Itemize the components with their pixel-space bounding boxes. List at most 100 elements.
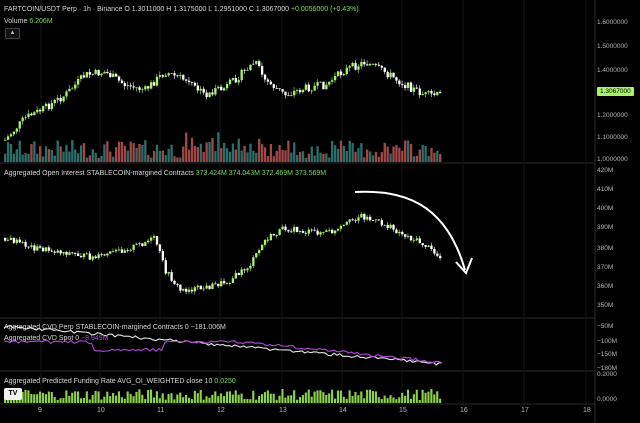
price-candle [190,82,194,83]
price-candle [404,85,407,89]
funding-bar [164,399,167,403]
volume-bar [313,155,316,162]
funding-bar [39,391,42,403]
volume-bar [333,145,337,162]
funding-bar [214,391,217,403]
price-candle [383,67,386,72]
price-candle [439,91,442,94]
funding-bar [412,394,415,403]
cvd-axis-label: −180M [597,365,618,372]
volume-bar [223,142,226,162]
funding-bar [246,399,249,403]
oi-candle [430,245,433,249]
price-candle [298,90,302,93]
oi-candle [126,250,129,252]
oi-candle [290,231,293,233]
price-candle [36,109,39,113]
oi-candle [120,249,124,253]
funding-bar [369,389,372,403]
price-candle [167,73,170,76]
oi-candle [369,216,372,221]
oi-candle [395,229,398,234]
funding-bar [123,398,126,403]
funding-bar [406,389,410,403]
funding-bar [339,390,342,403]
oi-candle [129,249,132,251]
volume-bar [144,140,147,162]
arrow-head-icon [455,257,473,275]
oi-candle [345,221,348,225]
funding-bar [237,394,240,403]
time-axis-label: 13 [279,407,287,414]
volume-bar [342,145,346,162]
oi-candle [377,219,381,221]
price-candle [392,72,395,78]
funding-bar [296,399,299,403]
price-candle [421,94,424,96]
volume-bar [190,137,194,162]
funding-bar [77,391,80,403]
volume-bar [193,145,197,162]
oi-candle [240,269,243,276]
volume-bar [436,150,439,162]
price-candle [24,117,27,118]
oi-axis-label: 350M [597,302,614,309]
volume-bar [56,140,59,162]
funding-bar [421,389,424,403]
volume-bar [415,155,419,162]
oi-candle [50,250,54,252]
price-candle [141,89,144,91]
funding-bar [196,393,199,403]
volume-bar [331,140,334,162]
oi-candle [249,265,252,269]
oi-candle [208,285,211,290]
volume-bar [4,153,7,162]
time-axis-label: 18 [583,407,591,414]
funding-bar [249,399,252,403]
volume-bar [71,140,74,162]
oi-candle [161,251,164,261]
funding-bar [138,389,141,403]
volume-bar [252,150,255,162]
volume-bar [231,143,235,162]
funding-bar [30,393,33,403]
volume-bar [97,157,100,162]
oi-candle [79,256,83,258]
tradingview-logo[interactable]: TV [4,388,22,400]
price-candle [290,95,293,97]
price-candle [427,91,430,93]
oi-candle [47,247,51,251]
volume-bar [325,153,328,162]
price-candle [33,112,36,116]
funding-bar [47,391,50,403]
volume-bar [170,144,173,162]
price-candle [185,79,188,81]
oi-candle [155,235,159,245]
price-candle [301,89,305,93]
price-candle [398,80,401,85]
time-axis-label: 15 [399,407,407,414]
price-candle [278,88,281,90]
cvd-spot-line [3,339,443,364]
oi-candle [304,232,308,234]
volume-bar [339,140,343,162]
price-candle [409,82,413,92]
funding-bar [199,389,202,403]
price-candle [228,79,232,85]
funding-bar [433,394,436,403]
price-candle [47,103,51,110]
price-candle [205,92,208,98]
price-candle [129,85,132,87]
oi-candle [348,219,351,222]
volume-bar [217,132,220,162]
symbol-title[interactable]: FARTCOIN/USDT Perp · 1h · Binance [4,6,123,13]
oi-candle [39,246,42,248]
oi-candle [18,239,21,243]
price-candle [412,87,416,92]
funding-bar [100,399,103,403]
chevron-up-icon[interactable]: ▲ [5,28,20,39]
volume-bar [316,146,319,162]
price-candle [304,84,308,90]
oi-candle [135,243,138,245]
